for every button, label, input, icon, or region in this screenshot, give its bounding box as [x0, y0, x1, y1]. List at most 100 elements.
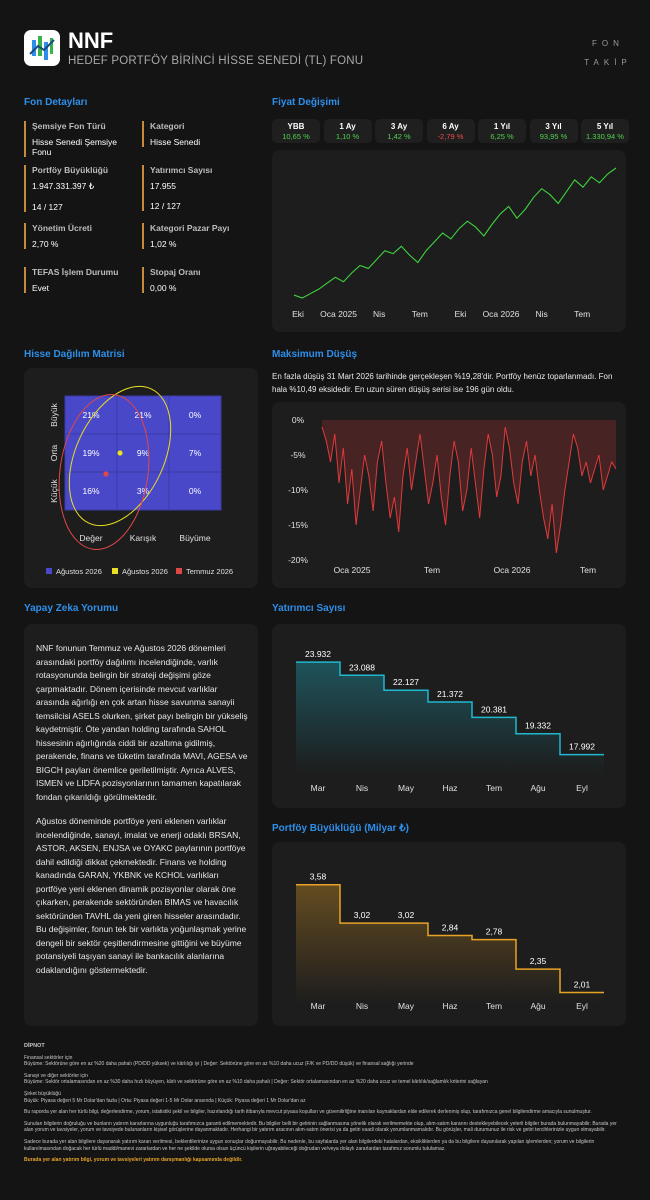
footnote-line: Finansal sektörler için: [24, 1054, 73, 1061]
detail-value: 1,02 %: [150, 239, 177, 249]
footnote-line: Sunulan bilgilerin doğruluğu ve bunların…: [24, 1120, 617, 1134]
ai-title: Yapay Zeka Yorumu: [24, 603, 119, 614]
style-centroid-current: [117, 450, 123, 456]
x-tick-label: Nis: [356, 1001, 368, 1011]
detail-label: TEFAS İşlem Durumu: [32, 267, 119, 277]
x-tick-label: Tem: [486, 783, 502, 793]
price-tab[interactable]: 1 Yıl 6,25 %: [478, 119, 526, 143]
price-tab-label: 3 Ay: [390, 122, 408, 131]
data-label: 2,01: [574, 979, 591, 989]
size-chart-panel: 3,58 Mar 3,02 Nis 3,02 May 2,84 Haz 2,78 Tem 2,35 A…: [272, 842, 626, 1026]
data-label: 19.332: [525, 721, 551, 731]
detail-stopaj: Stopaj Oranı 0,00 %: [142, 267, 252, 293]
data-label: 3,02: [354, 910, 371, 920]
investors-chart-panel: 23.932 Mar 23.088 Nis 22.127 May 21.372 Haz 20.3…: [272, 624, 626, 808]
detail-value: 0,00 %: [150, 283, 177, 293]
price-chart: Eki Oca 2025 Nis Tem Eki Oca 2026 Nis Tem: [292, 167, 617, 319]
legend-swatch: [112, 568, 118, 574]
detail-value: Hisse Senedi Şemsiye Fonu: [32, 137, 118, 157]
x-tick-label: Tem: [580, 565, 596, 575]
y-tick-label: -15%: [288, 520, 308, 530]
x-tick-label: Ağu: [530, 783, 545, 793]
legend-swatch: [46, 568, 52, 574]
matrix-col-label: Büyüme: [179, 533, 210, 543]
detail-investor-count: Yatırımcı Sayısı 17.955 12 / 127: [142, 165, 252, 211]
x-tick-label: Nis: [535, 309, 547, 319]
ai-paragraph-2: Ağustos döneminde portföye yeni eklenen …: [36, 816, 247, 975]
price-tab[interactable]: 3 Yıl 93,95 %: [529, 119, 578, 143]
x-tick-label: Haz: [442, 783, 457, 793]
step-area: [296, 662, 604, 774]
price-tab[interactable]: YBB 10,65 %: [272, 119, 320, 143]
x-tick-label: Oca 2025: [320, 309, 357, 319]
price-tab-label: 1 Yıl: [493, 122, 511, 131]
drawdown-title: Maksimum Düşüş: [272, 349, 358, 360]
y-tick-label: 0%: [292, 415, 305, 425]
detail-portfolio-size: Portföy Büyüklüğü 1.947.331.397 ₺ 14 / 1…: [24, 165, 134, 212]
price-tab[interactable]: 5 Yıl 1.330,94 %: [581, 119, 629, 143]
matrix-cell-value: 16%: [82, 486, 99, 496]
brand-line-2: TAKİP: [584, 58, 632, 67]
legend-label: Temmuz 2026: [186, 567, 233, 576]
price-tab[interactable]: 6 Ay -2,79 %: [426, 119, 475, 143]
matrix-title: Hisse Dağılım Matrisi: [24, 349, 125, 360]
style-centroid-previous: [103, 471, 109, 477]
step-line: [296, 883, 604, 994]
matrix-cell: [168, 471, 222, 511]
detail-value: 2,70 %: [32, 239, 59, 249]
x-tick-label: Mar: [311, 783, 326, 793]
footnote-line: Şirket büyüklüğü: [24, 1090, 61, 1097]
ai-paragraph-1: NNF fonunun Temmuz ve Ağustos 2026 dönem…: [36, 643, 248, 802]
investors-chart: 23.932 Mar 23.088 Nis 22.127 May 21.372 Haz 20.3…: [296, 649, 604, 793]
x-tick-label: May: [398, 783, 415, 793]
x-tick-label: Eyl: [576, 783, 588, 793]
drawdown-chart: 0% -5% -10% -15% -20% Oca 2025 Tem Oca 2026 Tem: [288, 415, 617, 575]
fund-code: NNF: [68, 28, 114, 53]
drawdown-description: En fazla düşüş 31 Mart 2026 tarihinde ge…: [272, 372, 613, 394]
x-tick-label: Eki: [292, 309, 304, 319]
detail-tefas: TEFAS İşlem Durumu Evet: [24, 267, 134, 293]
matrix-grid: [65, 396, 221, 510]
matrix-cell-value: 21%: [82, 410, 99, 420]
x-tick-label: Mar: [311, 1001, 326, 1011]
matrix-cell-value: 21%: [134, 410, 151, 420]
matrix-cell-value: 0%: [189, 410, 202, 420]
detail-label: Portföy Büyüklüğü: [32, 165, 109, 175]
price-tab[interactable]: 1 Ay 1,10 %: [323, 119, 372, 143]
x-tick-label: May: [398, 1001, 415, 1011]
price-tab[interactable]: 3 Ay 1,42 %: [375, 119, 423, 143]
price-tab-label: 1 Ay: [339, 122, 356, 131]
matrix-cell-value: 3%: [137, 486, 150, 496]
detail-value: Evet: [32, 283, 50, 293]
detail-label: Kategori: [150, 121, 185, 131]
x-tick-label: Eki: [454, 309, 466, 319]
price-tab-value: 1.330,94 %: [586, 132, 624, 141]
footnote-line: Büyüme: Sektör ortalamasından en az %30 …: [24, 1079, 488, 1086]
x-tick-label: Oca 2026: [483, 309, 520, 319]
detail-value: 1.947.331.397 ₺: [32, 181, 95, 191]
drawdown-chart-panel: 0% -5% -10% -15% -20% Oca 2025 Tem Oca 2026 Tem: [272, 402, 626, 588]
data-label: 23.932: [305, 649, 331, 659]
x-tick-label: Ağu: [530, 1001, 545, 1011]
matrix-col-label: Değer: [79, 533, 102, 543]
detail-label: Şemsiye Fon Türü: [32, 121, 106, 131]
data-label: 21.372: [437, 689, 463, 699]
detail-rank: 12 / 127: [150, 201, 181, 211]
x-tick-label: Tem: [486, 1001, 502, 1011]
x-tick-label: Nis: [373, 309, 385, 319]
detail-label: Yönetim Ücreti: [32, 223, 92, 233]
detail-management-fee: Yönetim Ücreti 2,70 %: [24, 223, 134, 249]
price-line: [293, 167, 617, 299]
detail-rank: 14 / 127: [32, 202, 63, 212]
y-tick-label: -10%: [288, 485, 308, 495]
detail-label: Stopaj Oranı: [150, 267, 201, 277]
matrix-row-label: Büyük: [49, 402, 59, 426]
y-tick-label: -20%: [288, 555, 308, 565]
footnote-title: DİPNOT: [24, 1043, 45, 1049]
price-tab-value: -2,79 %: [437, 132, 464, 141]
detail-category: Kategori Hisse Senedi: [142, 121, 252, 147]
matrix-cell-value: 9%: [137, 448, 150, 458]
data-label: 2,84: [442, 923, 459, 933]
price-title: Fiyat Değişimi: [272, 97, 340, 108]
price-tab-value: 1,42 %: [387, 132, 411, 141]
